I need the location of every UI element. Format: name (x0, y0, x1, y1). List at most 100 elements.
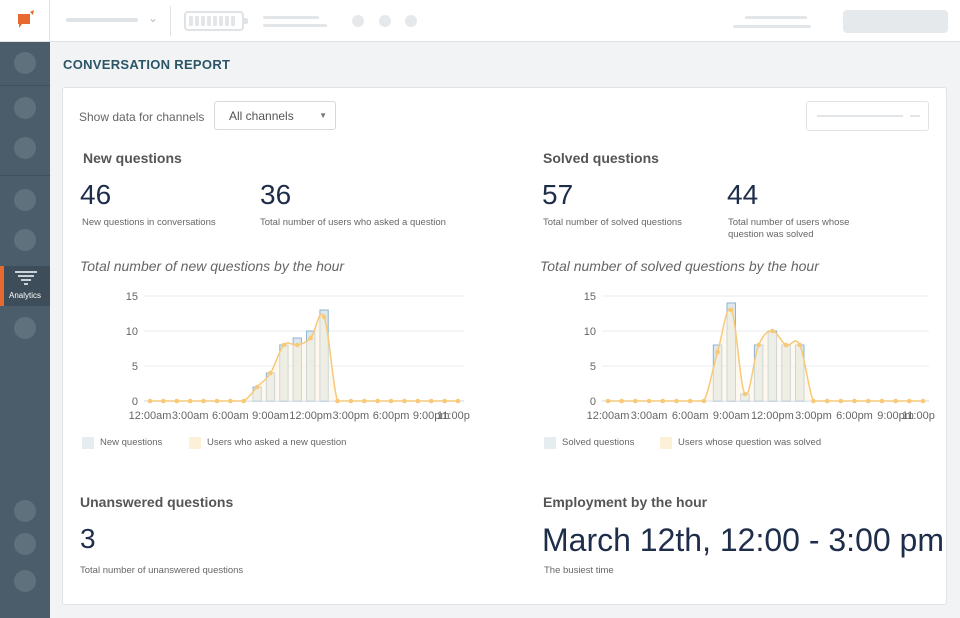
sidebar-item-icon[interactable] (14, 229, 36, 251)
main-content: CONVERSATION REPORT Show data for channe… (50, 42, 960, 618)
line-point (879, 398, 885, 404)
line-point (605, 398, 611, 404)
askers-count: 36 (260, 179, 292, 210)
line-point (415, 398, 421, 404)
line-point (852, 398, 857, 404)
solved-questions-chart: 0 5 10 15 12:00am 3:00am 6:00am 9:00am 12:00pm 3:… (584, 291, 935, 422)
line-point (742, 391, 748, 397)
x-tick-label: 6:00am (212, 410, 249, 422)
legend-swatch-line (660, 437, 672, 449)
x-tick-label: 6:00pm (373, 410, 410, 422)
line-point (455, 398, 461, 404)
employment-title: Employment by the hour (543, 494, 708, 510)
line-point (308, 335, 313, 341)
export-button-placeholder (817, 115, 903, 117)
line-point (402, 398, 407, 404)
line-point (920, 398, 926, 404)
line-point (174, 398, 180, 404)
report-card: Show data for channels All channels ▼ Ne… (62, 87, 947, 605)
sidebar-item-icon[interactable] (14, 189, 36, 211)
line-point (321, 314, 327, 320)
line-point (811, 398, 816, 404)
channel-select[interactable]: All channels ▼ (214, 101, 336, 130)
y-tick-label: 5 (590, 361, 596, 373)
line-point (865, 398, 871, 404)
line-point (728, 307, 734, 313)
legend-label: Solved questions (562, 437, 635, 448)
line-point (335, 398, 340, 404)
status-dot-icon[interactable] (379, 15, 391, 27)
caret-down-icon: ▼ (319, 111, 327, 120)
sidebar-divider (0, 85, 50, 86)
x-tick-label: 3:00pm (333, 410, 370, 422)
legend-label: Users whose question was solved (678, 437, 822, 448)
line-point (375, 398, 380, 404)
line-point (295, 342, 300, 348)
line-point (660, 398, 666, 404)
line-point (348, 398, 354, 404)
export-button[interactable] (806, 101, 929, 131)
status-dot-icon[interactable] (352, 15, 364, 27)
new-questions-chart-title: Total number of new questions by the hou… (80, 258, 345, 274)
sidebar-item-icon[interactable] (14, 570, 36, 592)
sidebar-item-icon[interactable] (14, 317, 36, 339)
x-tick-label: 9:00am (713, 410, 750, 422)
y-tick-label: 0 (132, 396, 138, 408)
workspace-select[interactable]: ⌄ (66, 11, 162, 27)
line-point (797, 342, 803, 348)
line-point (715, 349, 720, 355)
line-point (824, 398, 830, 404)
x-tick-label: 3:00am (631, 410, 668, 422)
status-dot-icon[interactable] (405, 15, 417, 27)
line-point (281, 342, 287, 348)
solved-questions-chart-title: Total number of solved questions by the … (540, 258, 819, 274)
y-tick-label: 5 (132, 361, 138, 373)
y-tick-label: 10 (126, 326, 138, 338)
y-tick-label: 15 (584, 291, 596, 303)
logo-area[interactable] (0, 0, 50, 42)
line-point (228, 398, 233, 404)
x-tick-label: 3:00am (172, 410, 209, 422)
x-tick-label: 11:00pm (437, 410, 470, 422)
line-point (361, 398, 367, 404)
x-tick-label: 11:00pm (902, 410, 935, 422)
x-tick-label: 9:00pm (413, 410, 450, 422)
page-title: CONVERSATION REPORT (63, 57, 231, 72)
sidebar-item-icon[interactable] (14, 52, 36, 74)
workspace-select-placeholder (66, 18, 138, 22)
x-tick-label: 12:00pm (751, 410, 794, 422)
legend-label: Users who asked a new question (207, 437, 347, 448)
line-point (756, 342, 761, 348)
new-questions-title: New questions (83, 150, 182, 166)
line-point (701, 398, 707, 404)
line-point (893, 398, 898, 404)
x-tick-label: 9:00pm (877, 410, 914, 422)
new-questions-count: 46 (80, 179, 112, 210)
x-tick-label: 9:00am (252, 410, 289, 422)
top-bar-action-button[interactable] (843, 10, 948, 33)
sidebar-item-icon[interactable] (14, 137, 36, 159)
line-point (674, 398, 679, 404)
line-point (147, 398, 153, 404)
channel-select-value: All channels (229, 109, 294, 123)
line-point (646, 398, 652, 404)
legend-swatch-bar (82, 437, 94, 449)
line-point (428, 398, 434, 404)
sidebar-item-icon[interactable] (14, 97, 36, 119)
active-indicator (0, 266, 4, 306)
busiest-time-label: The busiest time (544, 565, 614, 576)
line-point (268, 370, 273, 376)
line-point (201, 398, 206, 404)
battery-icon (184, 11, 248, 31)
series-area (150, 314, 458, 401)
x-tick-label: 12:00pm (289, 410, 332, 422)
sidebar-item-icon[interactable] (14, 533, 36, 555)
new-questions-count-label: New questions in conversations (82, 217, 216, 228)
x-tick-label: 3:00pm (795, 410, 832, 422)
solved-questions-count: 57 (542, 179, 574, 210)
sidebar-item-icon[interactable] (14, 500, 36, 522)
sidebar-item-analytics[interactable]: Analytics (0, 266, 50, 306)
line-point (161, 398, 166, 404)
new-questions-chart: 0 5 10 15 12:00am 3:00am 6:00am 9:00am 12:00pm 3:… (126, 291, 470, 422)
line-point (442, 398, 447, 404)
